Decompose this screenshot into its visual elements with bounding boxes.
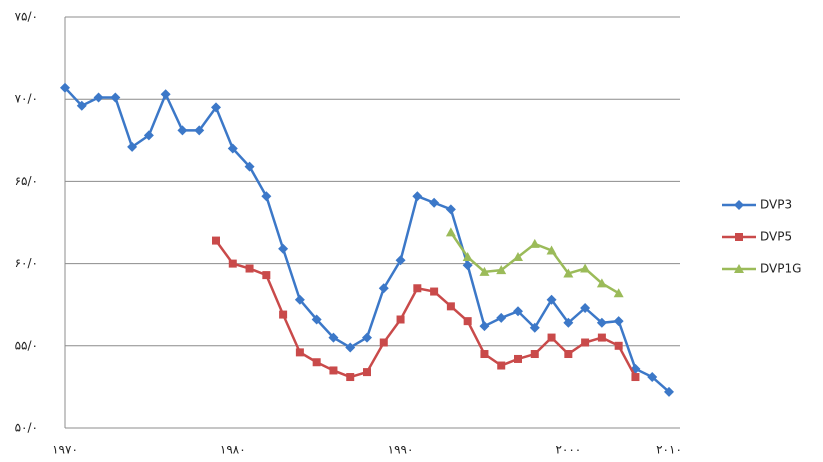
marker — [296, 348, 304, 356]
marker — [480, 350, 488, 358]
marker — [580, 264, 590, 273]
marker — [735, 233, 743, 241]
marker — [581, 339, 589, 347]
marker — [161, 89, 171, 99]
marker — [531, 350, 539, 358]
marker — [446, 204, 456, 214]
marker — [631, 373, 639, 381]
x-tick-label: ۲۰۰۰ — [555, 443, 581, 457]
marker — [564, 350, 572, 358]
marker — [734, 200, 744, 210]
marker — [464, 317, 472, 325]
y-tick-label: ۶۵/۰ — [15, 174, 38, 188]
legend-label: DVP5 — [760, 230, 792, 244]
marker — [496, 313, 506, 323]
marker — [363, 368, 371, 376]
marker — [446, 227, 456, 236]
marker — [313, 358, 321, 366]
y-tick-label: ۷۰/۰ — [15, 92, 38, 106]
marker — [412, 191, 422, 201]
marker — [279, 311, 287, 319]
marker — [262, 271, 270, 279]
marker — [447, 302, 455, 310]
marker — [514, 355, 522, 363]
legend-label: DVP3 — [760, 198, 792, 212]
marker — [479, 321, 489, 331]
x-tick-label: ۱۹۷۰ — [52, 443, 78, 457]
marker — [346, 373, 354, 381]
x-tick-label: ۱۹۸۰ — [220, 443, 246, 457]
marker — [548, 334, 556, 342]
marker — [94, 93, 104, 103]
marker — [430, 288, 438, 296]
marker — [598, 334, 606, 342]
marker — [110, 93, 120, 103]
marker — [261, 191, 271, 201]
marker — [614, 288, 624, 297]
marker — [614, 316, 624, 326]
marker — [397, 315, 405, 323]
marker — [229, 260, 237, 268]
y-tick-label: ۵۵/۰ — [15, 338, 38, 352]
series-line — [216, 241, 635, 377]
marker — [278, 244, 288, 254]
marker — [177, 125, 187, 135]
marker — [413, 284, 421, 292]
marker — [380, 339, 388, 347]
marker — [429, 198, 439, 208]
marker — [530, 239, 540, 248]
marker — [246, 265, 254, 273]
marker — [212, 237, 220, 245]
chart: ۵۰/۰ ۵۵/۰ ۶۰/۰ ۶۵/۰ ۷۰/۰ ۷۵/۰ ۱۹۷۰ ۱۹۸۰ ۱۹۹۰ ۲۰۰۰… — [0, 0, 823, 462]
marker — [615, 342, 623, 350]
marker — [497, 362, 505, 370]
y-tick-label: ۶۰/۰ — [15, 256, 38, 270]
y-tick-label: ۷۵/۰ — [15, 10, 38, 24]
y-tick-label: ۵۰/۰ — [15, 421, 38, 435]
legend-label: DVP1G — [760, 262, 801, 276]
x-tick-label: ۱۹۹۰ — [388, 443, 414, 457]
x-tick-label: ۲۰۱۰ — [656, 443, 682, 457]
marker — [329, 366, 337, 374]
